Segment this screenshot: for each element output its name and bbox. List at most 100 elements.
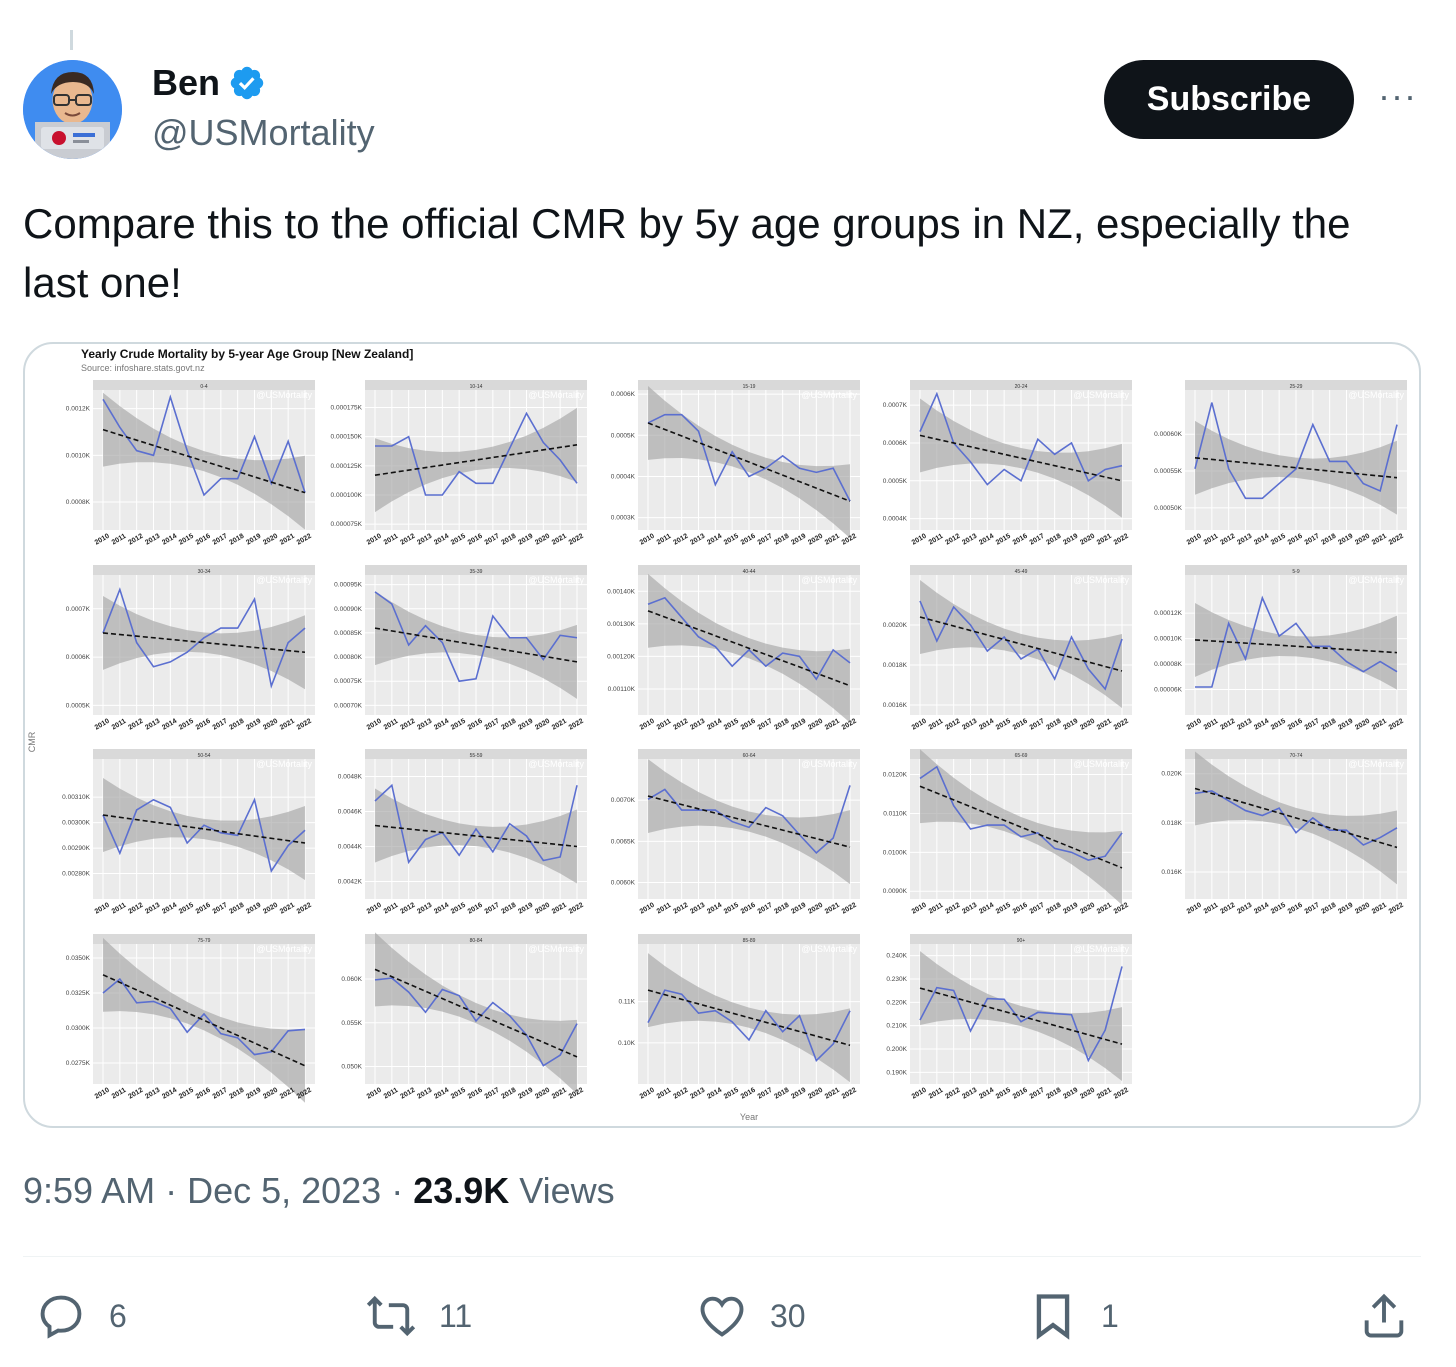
avatar[interactable] bbox=[23, 60, 122, 159]
x-tick-label: 2010 bbox=[1186, 718, 1203, 732]
divider bbox=[23, 1256, 1421, 1257]
y-tick-label: 0.0006K bbox=[66, 654, 91, 661]
series-line bbox=[102, 587, 306, 689]
x-tick-label: 2014 bbox=[978, 902, 995, 916]
retweet-count: 11 bbox=[439, 1297, 473, 1334]
confidence-band bbox=[103, 937, 305, 1103]
x-tick-label: 2021 bbox=[1371, 718, 1388, 732]
y-tick-label: 0.00310K bbox=[62, 794, 90, 801]
y-tick-label: 0.000150K bbox=[331, 434, 363, 441]
panel-strip bbox=[638, 749, 860, 759]
panel-strip bbox=[1185, 749, 1407, 759]
y-tick-label: 0.0020K bbox=[883, 622, 908, 629]
x-tick-label: 2017 bbox=[1029, 902, 1046, 916]
panel-label: 5-9 bbox=[1292, 569, 1299, 575]
x-tick-label: 2017 bbox=[212, 902, 229, 916]
reply-button[interactable]: 6 bbox=[35, 1290, 127, 1342]
x-tick-label: 2020 bbox=[262, 902, 279, 916]
retweet-button[interactable]: 11 bbox=[365, 1290, 472, 1342]
x-tick-label: 2013 bbox=[416, 1087, 433, 1101]
y-tick-label: 0.0012K bbox=[66, 406, 91, 413]
y-tick-label: 0.0005K bbox=[611, 432, 636, 439]
x-tick-label: 2010 bbox=[1186, 533, 1203, 547]
x-tick-label: 2019 bbox=[1062, 718, 1079, 732]
x-tick-label: 2012 bbox=[944, 902, 961, 916]
x-tick-label: 2013 bbox=[961, 1087, 978, 1101]
y-tick-label: 0.00012K bbox=[1154, 610, 1182, 617]
x-tick-label: 2011 bbox=[928, 1087, 945, 1101]
x-tick-label: 2018 bbox=[773, 1087, 790, 1101]
y-tick-label: 0.00280K bbox=[62, 871, 90, 878]
subscribe-button[interactable]: Subscribe bbox=[1104, 60, 1354, 139]
x-tick-label: 2010 bbox=[639, 1087, 656, 1101]
x-tick-label: 2022 bbox=[841, 718, 858, 732]
watermark: @USMortality bbox=[1348, 575, 1404, 585]
panel-label: 20-24 bbox=[1015, 384, 1028, 390]
panel-strip bbox=[365, 565, 587, 575]
chart-panel-40-44: 40-44 0.00110K 0.00120K 0.00130K 0.00140K @US… bbox=[607, 565, 860, 732]
x-tick-label: 2016 bbox=[740, 902, 757, 916]
x-tick-label: 2014 bbox=[433, 1087, 450, 1101]
panel-strip bbox=[910, 749, 1132, 759]
x-tick-label: 2011 bbox=[1203, 718, 1220, 732]
x-tick-label: 2011 bbox=[383, 533, 400, 547]
x-tick-label: 2019 bbox=[790, 533, 807, 547]
y-tick-label: 0.000075K bbox=[331, 521, 363, 528]
x-tick-label: 2011 bbox=[1203, 533, 1220, 547]
series-line bbox=[374, 783, 578, 865]
x-tick-label: 2019 bbox=[245, 533, 262, 547]
x-tick-label: 2018 bbox=[228, 1087, 245, 1101]
x-tick-label: 2018 bbox=[1320, 533, 1337, 547]
trend-line bbox=[647, 422, 851, 502]
y-tick-label: 0.00290K bbox=[62, 845, 90, 852]
timestamp[interactable]: 9:59 AM · Dec 5, 2023 · bbox=[23, 1170, 414, 1211]
y-tick-label: 0.240K bbox=[886, 953, 907, 960]
watermark: @USMortality bbox=[528, 575, 584, 585]
x-tick-label: 2011 bbox=[656, 533, 673, 547]
x-tick-label: 2012 bbox=[399, 718, 416, 732]
x-tick-label: 2012 bbox=[944, 533, 961, 547]
series-line bbox=[919, 600, 1123, 691]
trend-line bbox=[374, 627, 578, 663]
x-tick-label: 2016 bbox=[1012, 1087, 1029, 1101]
author-name-row[interactable]: Ben bbox=[152, 62, 266, 104]
x-tick-label: 2010 bbox=[911, 902, 928, 916]
y-tick-label: 0.0350K bbox=[66, 955, 91, 962]
x-tick-label: 2012 bbox=[1219, 718, 1236, 732]
watermark: @USMortality bbox=[1348, 390, 1404, 400]
x-tick-label: 2013 bbox=[961, 902, 978, 916]
trend-line bbox=[919, 785, 1123, 869]
like-button[interactable]: 30 bbox=[696, 1290, 806, 1342]
tweet-media-image[interactable]: Yearly Crude Mortality by 5-year Age Gro… bbox=[23, 342, 1421, 1128]
share-button[interactable] bbox=[1358, 1290, 1410, 1342]
y-tick-label: 0.0008K bbox=[66, 499, 91, 506]
y-tick-label: 0.0120K bbox=[883, 772, 908, 779]
x-tick-label: 2016 bbox=[195, 533, 212, 547]
x-tick-label: 2013 bbox=[961, 533, 978, 547]
x-tick-label: 2013 bbox=[1236, 718, 1253, 732]
trend-line bbox=[102, 814, 306, 844]
author-name[interactable]: Ben bbox=[152, 62, 221, 103]
x-tick-label: 2020 bbox=[1354, 718, 1371, 732]
mortality-chart-grid: Yearly Crude Mortality by 5-year Age Gro… bbox=[27, 347, 1407, 1122]
x-tick-label: 2010 bbox=[639, 902, 656, 916]
chart-panel-25-29: 25-29 0.00050K 0.00055K 0.00060K @USMortalit… bbox=[1154, 380, 1407, 547]
more-options-icon[interactable]: ··· bbox=[1378, 75, 1417, 116]
x-tick-label: 2015 bbox=[995, 718, 1012, 732]
x-tick-label: 2022 bbox=[1113, 902, 1130, 916]
x-tick-label: 2010 bbox=[911, 1087, 928, 1101]
x-tick-label: 2021 bbox=[824, 533, 841, 547]
x-tick-label: 2019 bbox=[1062, 1087, 1079, 1101]
x-tick-label: 2016 bbox=[1012, 533, 1029, 547]
y-tick-label: 0.00120K bbox=[607, 653, 635, 660]
reply-count: 6 bbox=[109, 1297, 127, 1334]
y-axis-label: CMR bbox=[27, 731, 37, 752]
x-tick-label: 2022 bbox=[841, 1087, 858, 1101]
author-handle[interactable]: @USMortality bbox=[152, 112, 375, 153]
trend-line bbox=[374, 968, 578, 1058]
x-tick-label: 2022 bbox=[568, 902, 585, 916]
x-tick-label: 2017 bbox=[1304, 902, 1321, 916]
x-tick-label: 2020 bbox=[807, 533, 824, 547]
panel-label: 85-89 bbox=[743, 938, 756, 944]
bookmark-button[interactable]: 1 bbox=[1027, 1290, 1119, 1342]
